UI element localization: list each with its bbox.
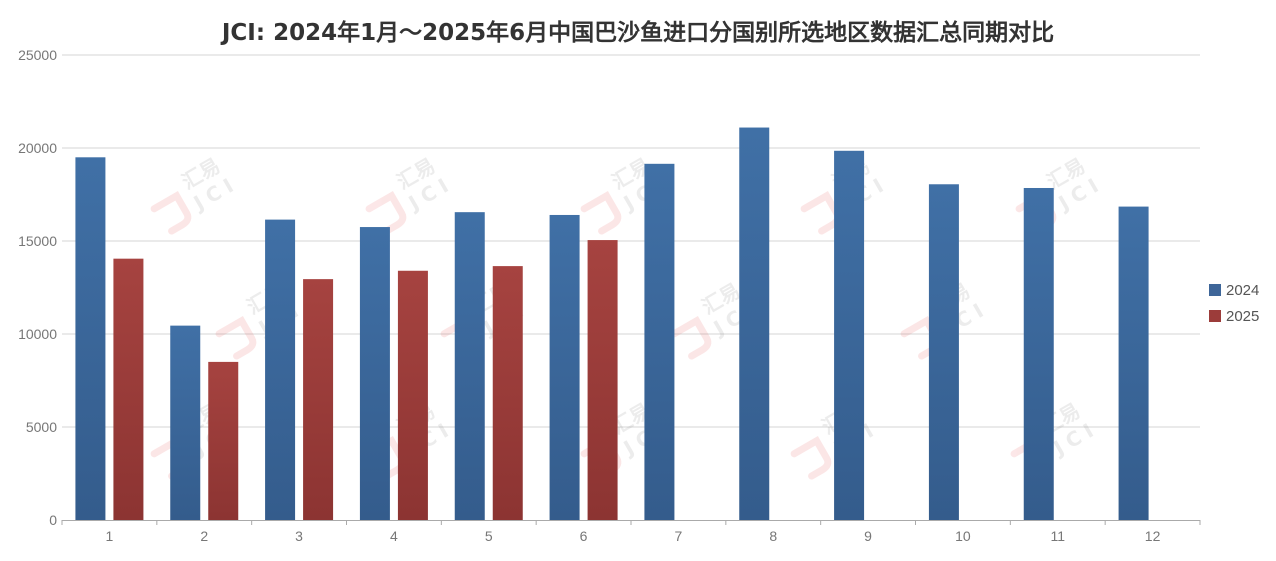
bar-2025-1 [113, 258, 144, 520]
x-tick-label: 1 [106, 528, 114, 544]
gridlines [62, 54, 1200, 428]
y-tick-label: 10000 [18, 326, 57, 342]
y-tick-label: 0 [49, 512, 57, 528]
x-tick-label: 8 [769, 528, 777, 544]
x-tick-label: 6 [580, 528, 588, 544]
y-tick-label: 5000 [26, 419, 57, 435]
bar-2024-7 [644, 163, 675, 520]
watermark-mark [580, 191, 622, 235]
legend-label-2024: 2024 [1226, 282, 1259, 299]
bar-2024-12 [1118, 206, 1149, 520]
bar-2025-2 [208, 361, 239, 520]
bars [75, 127, 1149, 521]
bar-2024-10 [928, 184, 959, 520]
y-tick-label: 20000 [18, 140, 57, 156]
watermark-mark [670, 316, 712, 360]
bar-2024-9 [834, 150, 865, 521]
watermark-mark [790, 436, 832, 480]
legend-swatch-2025 [1209, 310, 1221, 322]
x-tick-label: 10 [955, 528, 971, 544]
chart-title: JCI: 2024年1月～2025年6月中国巴沙鱼进口分国别所选地区数据汇总同期… [220, 19, 1054, 46]
x-tick-label: 9 [864, 528, 872, 544]
bar-2024-8 [739, 127, 770, 520]
legend-label-2025: 2025 [1226, 308, 1259, 325]
bar-2025-3 [303, 279, 334, 520]
legend: 2024 2025 [1209, 282, 1259, 325]
watermark-mark [215, 316, 257, 360]
x-tick-label: 4 [390, 528, 398, 544]
bar-2025-6 [587, 240, 618, 520]
bar-2024-6 [549, 214, 580, 520]
x-tick-label: 5 [485, 528, 493, 544]
bar-2024-2 [170, 325, 201, 520]
x-tick-label: 7 [675, 528, 683, 544]
bar-2025-5 [492, 266, 523, 520]
bar-2024-1 [75, 157, 106, 521]
bar-2025-4 [397, 270, 428, 520]
bar-2024-5 [454, 212, 485, 521]
x-tick-label: 3 [295, 528, 303, 544]
bar-2024-3 [265, 219, 296, 521]
y-tick-label: 25000 [18, 47, 57, 63]
watermark-mark [365, 191, 407, 235]
bar-2024-11 [1023, 187, 1054, 521]
x-tick-label: 12 [1145, 528, 1161, 544]
x-tick-label: 11 [1050, 528, 1065, 544]
legend-swatch-2024 [1209, 284, 1221, 296]
watermark-mark [150, 191, 192, 235]
y-tick-label: 15000 [18, 233, 57, 249]
x-tick-label: 2 [200, 528, 208, 544]
bar-2024-4 [359, 227, 390, 521]
